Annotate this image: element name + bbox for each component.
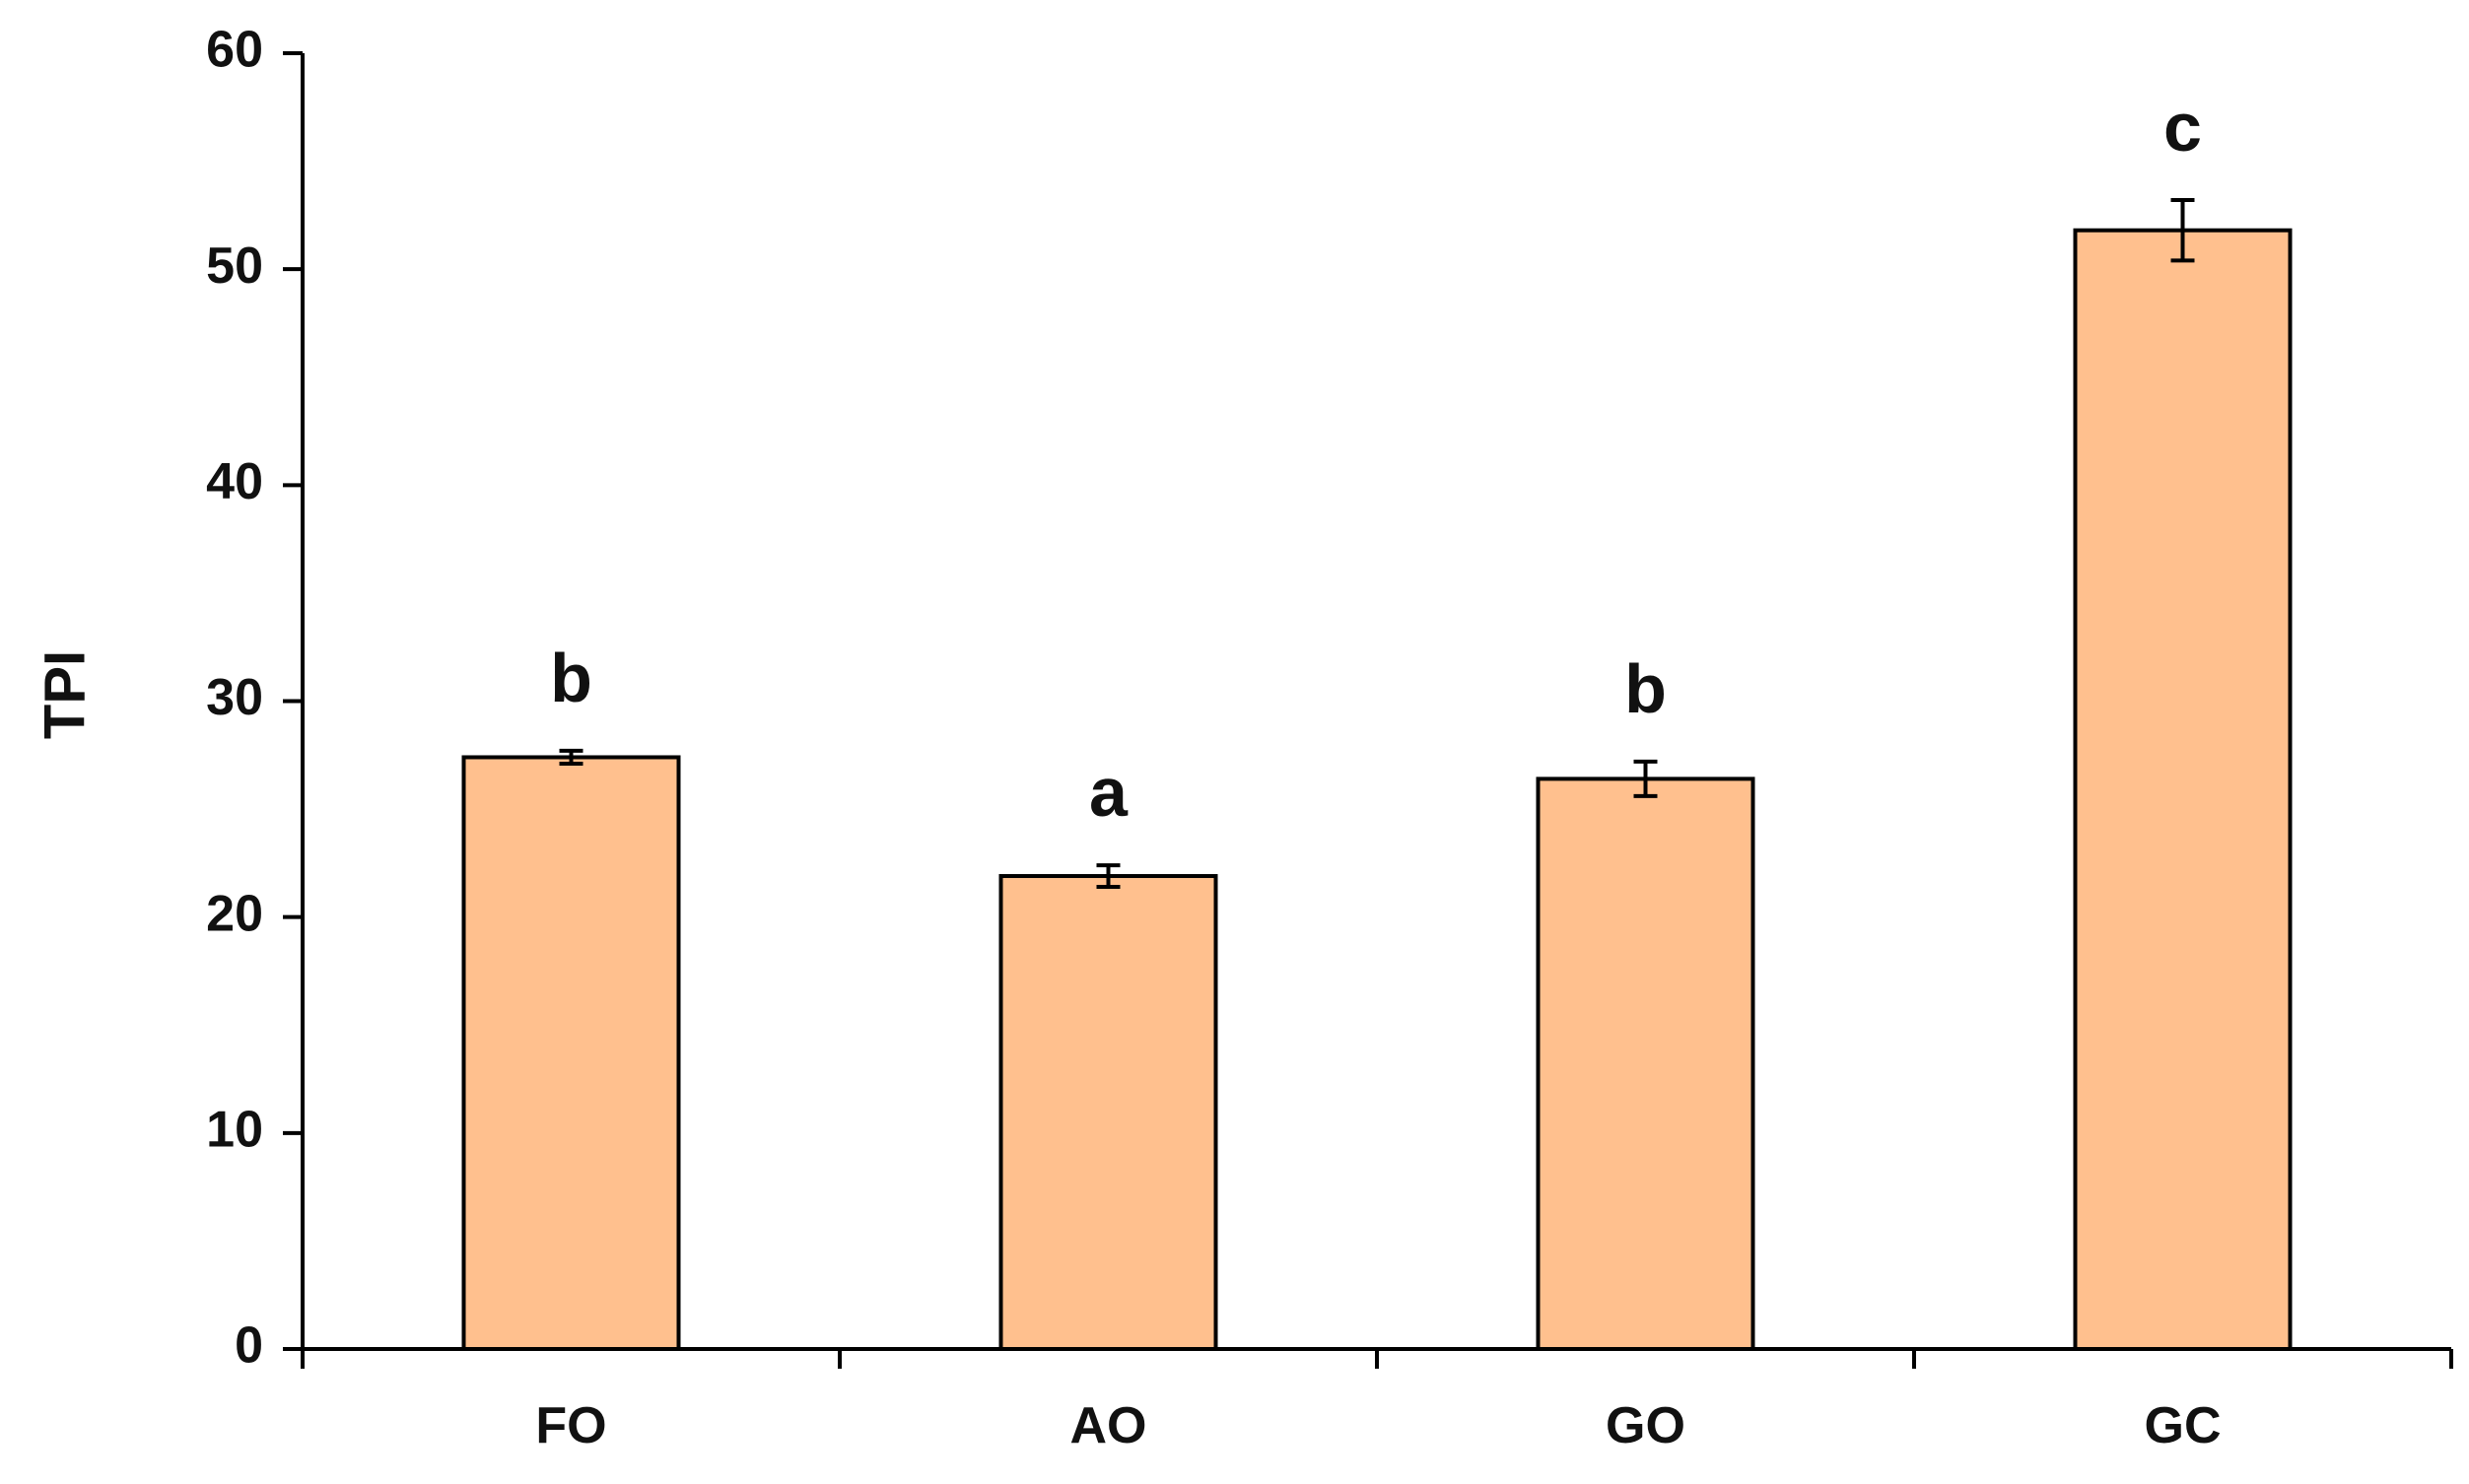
bar xyxy=(1536,776,1755,1351)
significance-letter: c xyxy=(2163,89,2202,166)
bar xyxy=(2073,228,2293,1351)
y-tick-label: 50 xyxy=(206,237,263,295)
y-tick-label: 40 xyxy=(206,453,263,510)
y-tick-label: 0 xyxy=(235,1317,263,1375)
significance-letter: b xyxy=(1624,650,1667,727)
significance-letter: a xyxy=(1089,754,1129,831)
y-tick-label: 60 xyxy=(206,22,263,79)
significance-letter: b xyxy=(550,640,592,716)
x-tick-label: GC xyxy=(2145,1397,2222,1454)
x-axis: FO AO GO GC xyxy=(301,1347,2453,1454)
y-tick-label: 20 xyxy=(206,885,263,942)
y-axis: 0 10 20 30 40 50 60 xyxy=(206,22,305,1375)
bar xyxy=(998,874,1218,1352)
bars xyxy=(461,228,2293,1352)
y-tick-label: 30 xyxy=(206,669,263,726)
x-tick-label: AO xyxy=(1070,1397,1147,1454)
bar xyxy=(461,755,681,1351)
x-tick-label: FO xyxy=(535,1397,606,1454)
y-tick-label: 10 xyxy=(206,1102,263,1159)
y-axis-title: TPI xyxy=(33,650,97,739)
x-tick-label: GO xyxy=(1606,1397,1685,1454)
significance-letters: b a b c xyxy=(550,89,2202,831)
error-bars xyxy=(559,198,2195,889)
